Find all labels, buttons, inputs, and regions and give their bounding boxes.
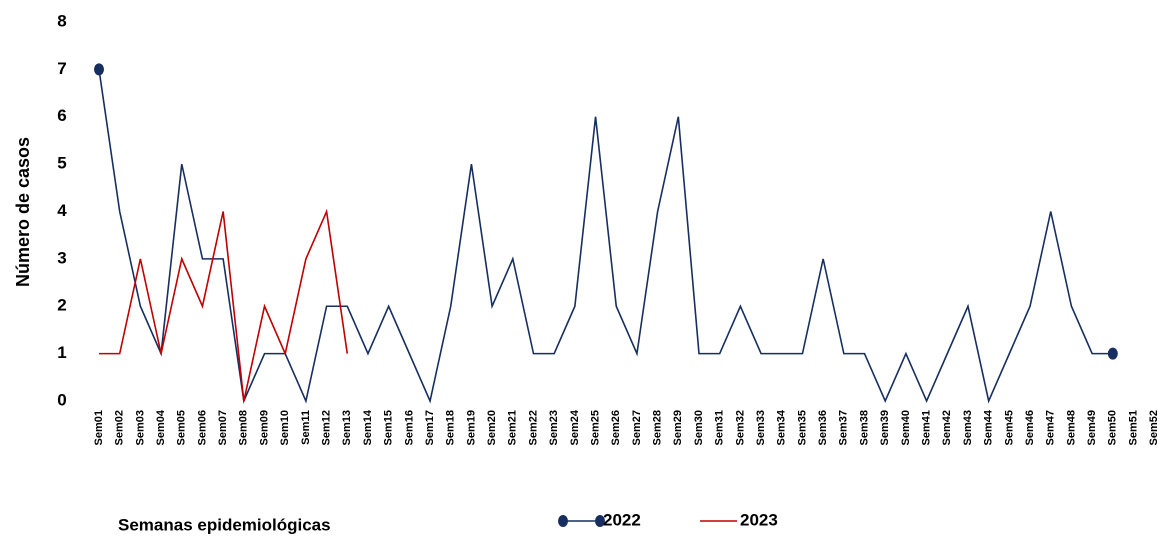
- y-tick-label: 1: [57, 343, 66, 362]
- x-tick-label: Sem51: [1127, 410, 1139, 445]
- x-tick-label: Sem02: [114, 410, 126, 445]
- x-tick-label: Sem14: [362, 409, 374, 445]
- x-tick-label: Sem17: [424, 410, 436, 445]
- x-tick-label: Sem16: [403, 410, 415, 445]
- x-tick-label: Sem22: [527, 410, 539, 445]
- y-tick-label: 3: [57, 248, 66, 267]
- x-tick-label: Sem43: [962, 410, 974, 445]
- x-tick-label: Sem07: [217, 410, 229, 445]
- y-tick-label: 2: [57, 296, 66, 315]
- y-tick-label: 6: [57, 106, 66, 125]
- x-tick-label: Sem47: [1045, 410, 1057, 445]
- x-tick-label: Sem36: [817, 410, 829, 445]
- x-tick-label: Sem42: [941, 410, 953, 445]
- x-tick-label: Sem45: [1003, 410, 1015, 445]
- x-tick-label: Sem35: [796, 410, 808, 445]
- x-tick-label: Sem10: [279, 410, 291, 445]
- x-tick-label: Sem37: [838, 410, 850, 445]
- x-tick-label: Sem33: [755, 410, 767, 445]
- y-tick-label: 4: [57, 201, 67, 220]
- x-tick-label: Sem04: [155, 409, 167, 445]
- legend-label: 2023: [740, 510, 778, 529]
- y-axis-label: Número de casos: [13, 137, 33, 287]
- x-tick-label: Sem05: [176, 410, 188, 445]
- x-tick-label: Sem39: [879, 410, 891, 445]
- point-marker: [94, 63, 104, 76]
- x-tick-label: Sem19: [465, 410, 477, 445]
- series-line: [98, 69, 1113, 404]
- x-tick-label: Sem12: [320, 410, 332, 445]
- x-tick-label: Sem48: [1065, 410, 1077, 445]
- x-tick-label: Sem41: [921, 410, 933, 445]
- x-tick-label: Sem09: [258, 410, 270, 445]
- x-tick-label: Sem06: [196, 410, 208, 445]
- x-tick-label: Sem23: [548, 410, 560, 445]
- x-tick-label: Sem30: [693, 410, 705, 445]
- x-tick-label: Sem01: [93, 410, 105, 445]
- x-tick-label: Sem13: [341, 410, 353, 445]
- y-tick-label: 0: [57, 390, 66, 409]
- x-tick-label: Sem21: [507, 410, 519, 445]
- x-tick-label: Sem49: [1086, 410, 1098, 445]
- x-tick-label: Sem24: [569, 409, 581, 445]
- x-tick-label: Sem52: [1148, 410, 1160, 445]
- x-tick-label: Sem27: [631, 410, 643, 445]
- x-tick-label: Sem32: [734, 410, 746, 445]
- x-tick-label: Sem28: [652, 410, 664, 445]
- x-axis-label: Semanas epidemiológicas: [118, 515, 331, 534]
- x-tick-label: Sem25: [589, 410, 601, 445]
- x-tick-label: Sem08: [238, 410, 250, 445]
- x-tick-label: Sem31: [714, 410, 726, 445]
- legend-marker: [558, 515, 568, 527]
- y-tick-label: 8: [57, 11, 66, 30]
- x-tick-label: Sem15: [383, 410, 395, 445]
- x-tick-label: Sem46: [1024, 410, 1036, 445]
- x-tick-label: Sem29: [672, 410, 684, 445]
- y-tick-label: 7: [57, 59, 66, 78]
- legend-label: 2022: [603, 510, 641, 529]
- y-tick-label: 5: [57, 154, 66, 173]
- x-tick-label: Sem50: [1107, 410, 1119, 445]
- legend-marker: [595, 515, 605, 527]
- x-tick-label: Sem26: [610, 410, 622, 445]
- point-marker: [1107, 347, 1118, 360]
- series-line: [99, 208, 349, 402]
- x-tick-label: Sem11: [300, 410, 312, 445]
- x-tick-label: Sem20: [486, 410, 498, 445]
- x-tick-label: Sem40: [900, 410, 912, 445]
- x-tick-label: Sem44: [983, 409, 995, 445]
- x-tick-label: Sem18: [445, 410, 457, 445]
- x-tick-label: Sem38: [858, 410, 870, 445]
- x-tick-label: Sem34: [776, 409, 788, 445]
- x-tick-label: Sem03: [134, 410, 146, 445]
